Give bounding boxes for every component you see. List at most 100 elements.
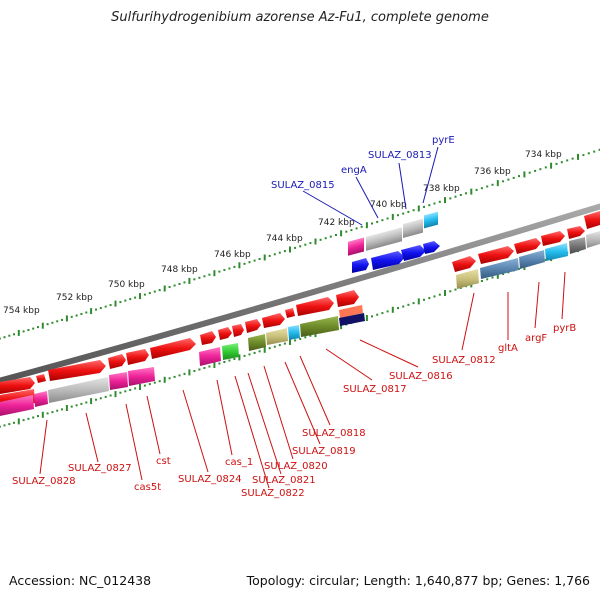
gene-arrow[interactable]: [36, 374, 46, 383]
gene-arrow[interactable]: [541, 231, 565, 246]
tick-mark: [223, 269, 226, 271]
gene-label-SULAZ_0824[interactable]: SULAZ_0824: [178, 474, 242, 485]
tick-mark: [391, 213, 394, 220]
gene-label-SULAZ_0813[interactable]: SULAZ_0813: [368, 150, 432, 161]
gene-block[interactable]: [339, 305, 363, 318]
gene-block[interactable]: [0, 395, 34, 416]
gene-arrow[interactable]: [126, 349, 149, 365]
gene-arrow[interactable]: [262, 313, 285, 328]
gene-label-SULAZ_0828[interactable]: SULAZ_0828: [12, 476, 76, 487]
gene-label-SULAZ_0818[interactable]: SULAZ_0818: [302, 428, 366, 439]
tick-mark: [8, 423, 11, 426]
gene-arrow[interactable]: [285, 308, 295, 318]
tick-mark: [350, 229, 353, 232]
gene-label-cas5t[interactable]: cas5t: [134, 482, 161, 493]
gene-arrow[interactable]: [478, 246, 514, 264]
gene-arrow[interactable]: [336, 290, 359, 307]
gene-block[interactable]: [288, 325, 300, 340]
gene-block[interactable]: [586, 231, 600, 248]
gene-block[interactable]: [456, 269, 479, 289]
gene-label-SULAZ_0812[interactable]: SULAZ_0812: [432, 355, 496, 366]
gene-label-SULAZ_0822[interactable]: SULAZ_0822: [241, 488, 305, 499]
gene-block[interactable]: [222, 343, 239, 360]
gene-label-SULAZ_0816[interactable]: SULAZ_0816: [389, 371, 453, 382]
gene-arrow[interactable]: [200, 331, 216, 345]
gene-arrow[interactable]: [150, 338, 196, 359]
gene-arrow[interactable]: [108, 354, 126, 369]
gene-block[interactable]: [128, 367, 155, 386]
gene-block[interactable]: [366, 227, 402, 251]
gene-label-cst[interactable]: cst: [156, 456, 171, 467]
gene-label-SULAZ_0819[interactable]: SULAZ_0819: [292, 446, 356, 457]
tick-mark: [65, 405, 68, 411]
tick-mark: [355, 227, 358, 230]
gene-block[interactable]: [199, 347, 221, 366]
tick-mark: [124, 390, 127, 393]
gene-arrow[interactable]: [423, 241, 440, 254]
tick-mark: [345, 230, 348, 233]
gene-arrow[interactable]: [296, 297, 334, 316]
gene-arrow[interactable]: [232, 324, 244, 337]
gene-block[interactable]: [34, 391, 48, 407]
gene-block[interactable]: [109, 372, 128, 390]
tick-label: 750 kbp: [108, 280, 145, 290]
right-gene-cluster: [452, 211, 600, 289]
map-title: Sulfurihydrogenibium azorense Az-Fu1, co…: [111, 10, 489, 25]
gene-label-SULAZ_0817[interactable]: SULAZ_0817: [343, 384, 407, 395]
gene-label-pyrE[interactable]: pyrE: [432, 135, 455, 146]
gene-label-engA[interactable]: engA: [341, 165, 367, 176]
gene-arrow[interactable]: [352, 258, 369, 273]
tick-mark: [124, 299, 127, 302]
gene-block[interactable]: [480, 258, 519, 279]
gene-arrow[interactable]: [401, 245, 426, 261]
gene-arrow[interactable]: [584, 211, 600, 229]
tick-mark: [550, 162, 553, 169]
gene-arrow[interactable]: [245, 319, 261, 333]
tick-mark: [193, 370, 196, 372]
tick-mark: [593, 150, 596, 153]
gene-block[interactable]: [48, 377, 109, 403]
gene-arrow[interactable]: [371, 251, 405, 270]
ruler-tick-labels: 734 kbp 736 kbp 738 kbp 740 kbp 742 kbp …: [3, 150, 562, 316]
tick-mark: [56, 320, 59, 323]
tick-mark: [294, 339, 297, 342]
gene-arrow[interactable]: [567, 226, 585, 239]
tick-mark: [480, 280, 483, 282]
gene-block[interactable]: [424, 211, 438, 229]
tick-mark: [13, 333, 15, 336]
gene-label-SULAZ_0820[interactable]: SULAZ_0820: [264, 461, 328, 472]
gene-block[interactable]: [300, 316, 339, 337]
tick-mark: [268, 254, 271, 257]
tick-mark: [114, 300, 117, 307]
gene-block[interactable]: [403, 218, 423, 239]
gene-label-SULAZ_0821[interactable]: SULAZ_0821: [252, 475, 316, 486]
genome-summary-label: Topology: circular; Length: 1,640,877 bp…: [246, 573, 590, 588]
gene-block[interactable]: [339, 313, 365, 326]
gene-block[interactable]: [248, 334, 266, 351]
gene-arrow[interactable]: [0, 377, 35, 394]
gene-arrow[interactable]: [514, 238, 541, 254]
gene-label-pyrB[interactable]: pyrB: [553, 323, 576, 334]
gene-arrow[interactable]: [218, 327, 232, 340]
lower-gene-labels: SULAZ_0812 gltA argF pyrB SULAZ_0816 SUL…: [12, 323, 576, 499]
gene-label-SULAZ_0815[interactable]: SULAZ_0815: [271, 180, 335, 191]
tick-mark: [203, 275, 206, 278]
gene-block[interactable]: [569, 237, 586, 254]
tick-mark: [314, 238, 317, 245]
gene-block[interactable]: [545, 243, 568, 261]
gene-arrow[interactable]: [48, 360, 106, 381]
gene-label-SULAZ_0827[interactable]: SULAZ_0827: [68, 463, 132, 474]
gene-label-cas_1[interactable]: cas_1: [225, 457, 253, 468]
gene-arrow[interactable]: [452, 256, 476, 272]
tick-mark: [491, 276, 494, 279]
tick-mark: [218, 270, 221, 273]
gene-label-gltA[interactable]: gltA: [498, 343, 518, 354]
gene-block[interactable]: [519, 250, 545, 269]
tick-mark: [465, 192, 467, 195]
gene-block[interactable]: [266, 328, 288, 345]
tick-mark: [183, 372, 186, 375]
tick-mark: [258, 258, 261, 260]
tick-mark: [449, 197, 452, 200]
gene-label-argF[interactable]: argF: [525, 333, 547, 344]
gene-block[interactable]: [348, 237, 364, 256]
